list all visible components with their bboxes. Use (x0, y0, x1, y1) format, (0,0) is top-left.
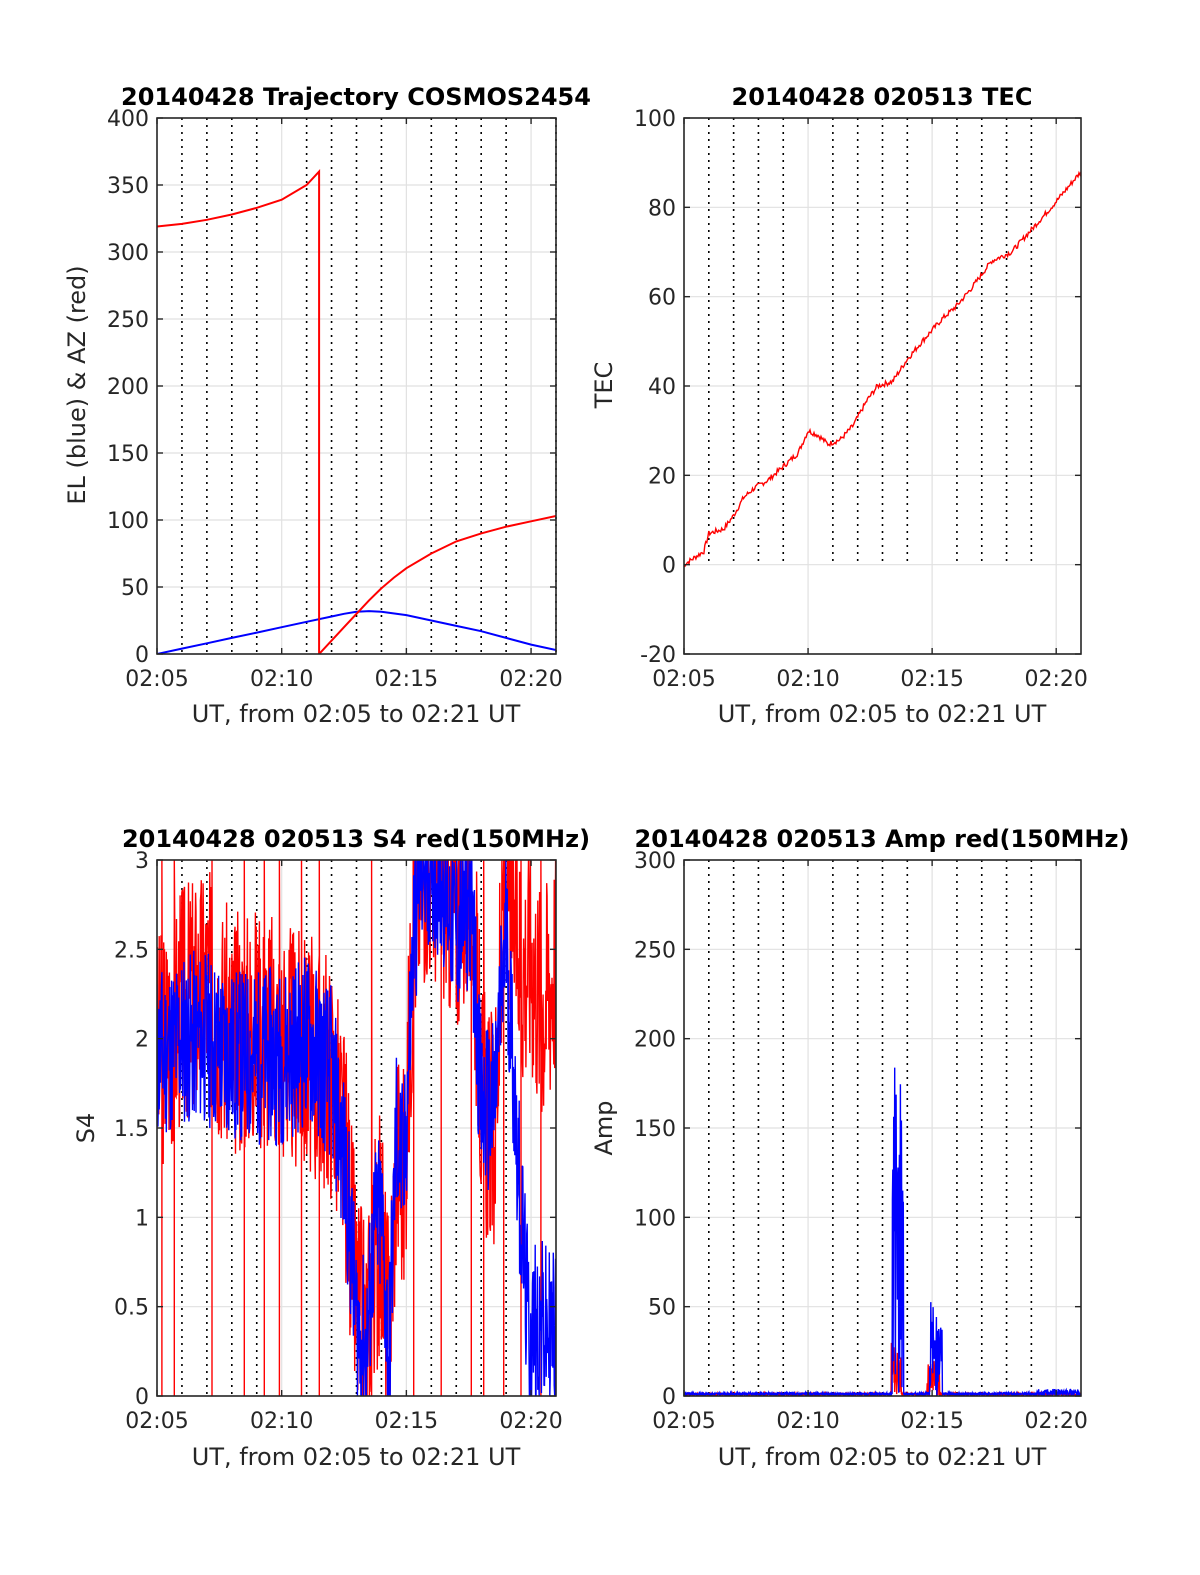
s4-xtick-label-3: 02:20 (499, 1409, 562, 1434)
amp-ytick-label-3: 150 (634, 1117, 676, 1142)
s4-xtick-label-2: 02:15 (375, 1409, 438, 1434)
tec-xtick-label-3: 02:20 (1024, 667, 1087, 692)
trajectory-xtick-label-0: 02:05 (125, 667, 188, 692)
amp-title: 20140428 020513 Amp red(150MHz) (635, 825, 1130, 853)
trajectory-ytick-label-2: 100 (107, 509, 149, 534)
amp-ytick-label-1: 50 (648, 1296, 676, 1321)
trajectory-ytick-label-0: 0 (135, 643, 149, 668)
trajectory-panel: 0 50 100 150 200 250 300 350 400 02:05 02:10 02:15 0… (63, 83, 591, 728)
trajectory-ytick-label-5: 250 (107, 308, 149, 333)
tec-ytick-label-5: 80 (648, 196, 676, 221)
amp-xtick-label-2: 02:15 (900, 1409, 963, 1434)
amp-panel: 0 50 100 150 200 250 300 02:05 02:10 02:15 02:20 20… (590, 825, 1129, 1471)
amp-ytick-label-2: 100 (634, 1206, 676, 1231)
s4-ytick-label-0: 0 (135, 1385, 149, 1410)
trajectory-ylabel: EL (blue) & AZ (red) (63, 265, 91, 504)
s4-ylabel: S4 (72, 1113, 100, 1144)
tec-ytick-label-6: 100 (634, 107, 676, 132)
trajectory-xtick-label-1: 02:10 (250, 667, 313, 692)
s4-ytick-label-2: 1 (135, 1206, 149, 1231)
trajectory-xtick-label-3: 02:20 (499, 667, 562, 692)
trajectory-ytick-label-1: 50 (121, 576, 149, 601)
s4-xtick-label-1: 02:10 (250, 1409, 313, 1434)
tec-xlabel: UT, from 02:05 to 02:21 UT (718, 700, 1047, 728)
trajectory-ytick-label-6: 300 (107, 241, 149, 266)
tec-xtick-label-1: 02:10 (776, 667, 839, 692)
s4-xlabel: UT, from 02:05 to 02:21 UT (192, 1443, 521, 1471)
trajectory-series-0 (157, 610, 556, 654)
trajectory-series-1 (157, 169, 556, 654)
trajectory-title: 20140428 Trajectory COSMOS2454 (121, 83, 591, 111)
tec-xtick-label-0: 02:05 (652, 667, 715, 692)
amp-ytick-label-0: 0 (662, 1385, 676, 1410)
trajectory-ytick-label-3: 150 (107, 442, 149, 467)
tec-xtick-label-2: 02:15 (900, 667, 963, 692)
tec-ytick-label-2: 20 (648, 464, 676, 489)
trajectory-ytick-label-8: 400 (107, 107, 149, 132)
tec-panel: -20 0 20 40 60 80 100 02:05 02:10 02:15 02:20 20140… (590, 83, 1088, 728)
tec-title: 20140428 020513 TEC (732, 83, 1033, 111)
amp-ytick-label-6: 300 (634, 849, 676, 874)
s4-series-1 (157, 860, 556, 1396)
trajectory-ytick-label-4: 200 (107, 375, 149, 400)
tec-ytick-label-1: 0 (662, 554, 676, 579)
amp-series-1 (684, 1067, 1081, 1396)
s4-title: 20140428 020513 S4 red(150MHz) (122, 825, 590, 853)
s4-series-0 (157, 860, 556, 1396)
s4-ytick-label-5: 2.5 (114, 938, 149, 963)
amp-ytick-label-5: 250 (634, 938, 676, 963)
s4-ytick-label-1: 0.5 (114, 1296, 149, 1321)
tec-series-0 (684, 170, 1081, 568)
trajectory-ytick-label-7: 350 (107, 174, 149, 199)
amp-xtick-label-0: 02:05 (652, 1409, 715, 1434)
trajectory-xlabel: UT, from 02:05 to 02:21 UT (192, 700, 521, 728)
s4-panel: 0 0.5 1 1.5 2 2.5 3 02:05 02:10 02:15 02:20 2014042… (72, 825, 590, 1471)
s4-xtick-label-0: 02:05 (125, 1409, 188, 1434)
amp-ytick-label-4: 200 (634, 1028, 676, 1053)
trajectory-xtick-label-2: 02:15 (375, 667, 438, 692)
tec-ylabel: TEC (590, 362, 618, 410)
tec-ytick-label-3: 40 (648, 375, 676, 400)
amp-ylabel: Amp (590, 1100, 618, 1155)
tec-ytick-label-4: 60 (648, 286, 676, 311)
amp-xtick-label-3: 02:20 (1024, 1409, 1087, 1434)
tec-ytick-label-0: -20 (640, 643, 676, 668)
s4-ytick-label-6: 3 (135, 849, 149, 874)
amp-xlabel: UT, from 02:05 to 02:21 UT (718, 1443, 1047, 1471)
amp-xtick-label-1: 02:10 (776, 1409, 839, 1434)
s4-ytick-label-4: 2 (135, 1028, 149, 1053)
s4-ytick-label-3: 1.5 (114, 1117, 149, 1142)
